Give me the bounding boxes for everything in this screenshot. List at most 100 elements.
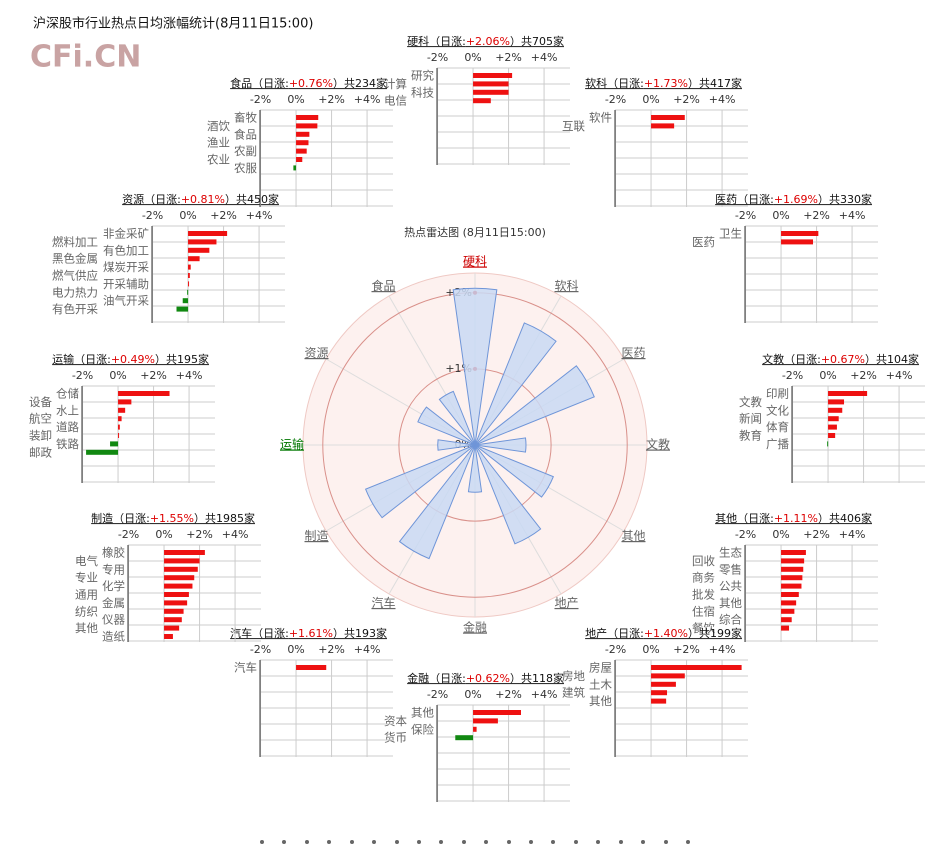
radar-label: 运输 bbox=[280, 437, 304, 452]
bar bbox=[164, 583, 193, 589]
bar bbox=[781, 617, 792, 623]
bar bbox=[293, 165, 297, 171]
x-tick-label: 0% bbox=[464, 51, 481, 64]
panel-title-part: +1.69% bbox=[774, 193, 818, 206]
category-label: 回收 bbox=[692, 554, 715, 568]
x-tick-label: +2% bbox=[803, 209, 830, 222]
bar bbox=[296, 123, 318, 129]
bar bbox=[188, 239, 217, 245]
category-label: 汽车 bbox=[234, 661, 257, 675]
x-tick-label: 0% bbox=[642, 93, 659, 106]
panel-title-part: 制造（日涨: bbox=[91, 511, 150, 525]
panel-title-part: +1.11% bbox=[774, 512, 818, 525]
radar-label: 汽车 bbox=[371, 595, 395, 610]
category-label: 餐饮 bbox=[692, 621, 715, 635]
bar bbox=[188, 247, 210, 253]
category-label: 仪器 bbox=[102, 613, 125, 627]
bar bbox=[473, 89, 509, 95]
bar bbox=[651, 673, 685, 679]
category-label: 文化 bbox=[766, 403, 789, 417]
radar-wedge bbox=[474, 437, 527, 453]
bar bbox=[828, 416, 839, 422]
x-tick-label: 0% bbox=[642, 643, 659, 656]
category-label: 酒饮 bbox=[207, 119, 230, 133]
x-tick-label: 0% bbox=[287, 93, 304, 106]
x-tick-label: +2% bbox=[140, 369, 167, 382]
category-label: 综合 bbox=[719, 613, 742, 627]
bar bbox=[473, 710, 521, 715]
radar-label: 食品 bbox=[371, 278, 395, 293]
bar bbox=[473, 98, 491, 104]
category-label: 非金采矿 bbox=[103, 227, 149, 241]
category-label: 有色开采 bbox=[52, 302, 98, 316]
x-tick-label: -2% bbox=[118, 528, 139, 541]
radar-label: 其他 bbox=[621, 529, 645, 543]
panel-title: 医药（日涨:+1.69%）共330家 bbox=[715, 192, 872, 206]
category-label: 化学 bbox=[102, 579, 125, 593]
bar bbox=[164, 566, 198, 572]
category-label: 农副 bbox=[234, 144, 257, 158]
category-label: 计算 bbox=[384, 77, 407, 91]
x-tick-label: -2% bbox=[605, 93, 626, 106]
panel-title-part: ）共199家 bbox=[688, 626, 742, 640]
category-label: 软件 bbox=[589, 111, 612, 125]
x-tick-label: 0% bbox=[772, 209, 789, 222]
bar bbox=[473, 73, 513, 78]
category-label: 房地 bbox=[562, 669, 585, 683]
x-tick-label: +4% bbox=[354, 643, 381, 656]
x-tick-label: 0% bbox=[464, 688, 481, 701]
x-tick-label: 0% bbox=[819, 369, 836, 382]
category-label: 公共 bbox=[719, 579, 742, 593]
panel-title-part: +0.62% bbox=[466, 672, 510, 685]
radar-wedge bbox=[452, 287, 498, 446]
category-label: 纺织 bbox=[75, 604, 98, 618]
radar-wedge bbox=[437, 439, 476, 451]
x-tick-label: +2% bbox=[803, 528, 830, 541]
panel-title-part: +0.67% bbox=[821, 353, 865, 366]
bar bbox=[86, 449, 119, 455]
category-label: 科技 bbox=[411, 85, 434, 99]
panel-title-part: ）共330家 bbox=[818, 192, 872, 206]
x-tick-label: -2% bbox=[605, 643, 626, 656]
bar bbox=[118, 424, 120, 430]
bar bbox=[164, 617, 182, 623]
bar bbox=[110, 441, 119, 447]
x-tick-label: 0% bbox=[772, 528, 789, 541]
bar bbox=[781, 592, 799, 597]
panel-title: 资源（日涨:+0.81%）共450家 bbox=[122, 192, 279, 206]
page-title: 沪深股市行业热点日均涨幅统计(8月11日15:00) bbox=[33, 16, 313, 32]
panel-title-part: ）共234家 bbox=[333, 76, 387, 90]
x-tick-label: +2% bbox=[318, 93, 345, 106]
bar bbox=[781, 600, 797, 606]
page-dots bbox=[260, 840, 690, 844]
radar-label: 文教 bbox=[646, 437, 670, 452]
panel-title-part: +1.61% bbox=[289, 627, 333, 640]
radar-wedge bbox=[438, 390, 476, 446]
radar-wedge bbox=[467, 444, 483, 493]
panel-title-part: ）共417家 bbox=[688, 76, 742, 90]
x-tick-label: -2% bbox=[735, 209, 756, 222]
bar bbox=[828, 391, 868, 396]
panel-title-part: ）共195家 bbox=[155, 352, 209, 366]
x-tick-label: +2% bbox=[210, 209, 237, 222]
bar bbox=[651, 665, 742, 670]
radar-wedge bbox=[474, 444, 554, 498]
x-tick-label: 0% bbox=[179, 209, 196, 222]
radar-wedge bbox=[364, 444, 476, 519]
bar bbox=[188, 231, 228, 236]
panel-title-part: 金融（日涨: bbox=[407, 671, 466, 685]
x-tick-label: -2% bbox=[782, 369, 803, 382]
bar bbox=[164, 575, 195, 581]
bar bbox=[781, 608, 795, 614]
bar bbox=[651, 681, 676, 687]
bar bbox=[828, 433, 836, 438]
bar bbox=[473, 726, 477, 732]
bar bbox=[296, 140, 309, 146]
x-tick-label: -2% bbox=[427, 688, 448, 701]
category-label: 航空 bbox=[29, 412, 52, 426]
panel-title-part: ）共450家 bbox=[225, 192, 279, 206]
bar bbox=[828, 407, 843, 413]
x-tick-label: +2% bbox=[850, 369, 877, 382]
category-label: 住宿 bbox=[692, 604, 715, 618]
x-tick-label: +4% bbox=[839, 209, 866, 222]
